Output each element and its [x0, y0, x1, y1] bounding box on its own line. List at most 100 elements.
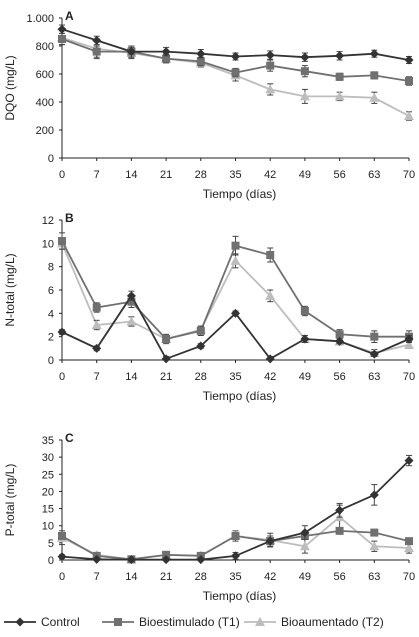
- data-point: [300, 528, 310, 538]
- x-tick-label: 70: [403, 169, 415, 181]
- data-point: [162, 54, 171, 63]
- data-point: [58, 532, 66, 540]
- data-point: [265, 50, 275, 60]
- panel-label: A: [65, 9, 74, 23]
- legend-marker: [255, 617, 265, 626]
- y-tick-label: 1.000: [26, 13, 54, 25]
- x-tick-label: 56: [333, 169, 345, 181]
- x-tick-label: 21: [160, 371, 172, 383]
- x-tick-label: 35: [229, 371, 241, 383]
- data-point: [57, 552, 67, 562]
- legend-item: Control: [4, 615, 80, 629]
- data-point: [369, 490, 379, 500]
- data-point: [404, 334, 414, 344]
- data-point: [300, 334, 310, 344]
- data-point: [92, 343, 102, 353]
- data-point: [57, 24, 67, 34]
- data-point: [335, 336, 345, 346]
- legend: Control Bioestimulado (T1) Bioaumentado (T…: [4, 615, 384, 629]
- y-tick-label: 600: [36, 69, 54, 81]
- panel-label: B: [65, 211, 74, 225]
- x-tick-label: 0: [59, 571, 65, 583]
- y-axis-title: P-total (mg/L): [3, 464, 17, 537]
- data-point: [162, 550, 171, 559]
- data-point: [196, 326, 205, 335]
- y-tick-label: 5: [48, 538, 54, 550]
- data-point: [266, 61, 275, 70]
- x-tick-label: 56: [333, 571, 345, 583]
- legend-label: Control: [41, 615, 80, 629]
- series-bioestimulado-t1: [58, 32, 413, 86]
- x-tick-label: 7: [94, 371, 100, 383]
- data-point: [370, 528, 379, 537]
- chart-panel-b: 0 2 4 6 8 10 12 0 7 14 21 28 35 42 49 56 63 70 B Tiempo (dí…: [3, 211, 415, 403]
- panel-label: C: [65, 431, 74, 445]
- x-tick-label: 35: [229, 571, 241, 583]
- series-control: [57, 290, 414, 364]
- data-point: [126, 291, 136, 301]
- x-axis-title: Tiempo (días): [203, 187, 277, 201]
- x-tick-label: 7: [94, 571, 100, 583]
- x-tick-label: 56: [333, 371, 345, 383]
- data-point: [299, 91, 310, 101]
- x-tick-label: 14: [125, 169, 137, 181]
- legend-marker: [15, 617, 25, 627]
- data-point: [92, 554, 102, 564]
- data-point: [300, 67, 309, 76]
- legend-marker: [114, 618, 122, 626]
- data-point: [161, 354, 171, 364]
- data-point: [335, 72, 344, 81]
- y-axis-title: DQO (mg/L): [3, 55, 17, 120]
- legend-item: Bioaumentado (T2): [244, 615, 384, 629]
- x-tick-label: 70: [403, 371, 415, 383]
- y-tick-label: 6: [48, 285, 54, 297]
- legend-item: Bioestimulado (T1): [102, 615, 240, 629]
- x-tick-label: 21: [160, 571, 172, 583]
- data-point: [127, 297, 136, 306]
- legend-label: Bioaumentado (T2): [281, 615, 384, 629]
- data-point: [405, 77, 413, 85]
- y-tick-label: 12: [42, 215, 54, 227]
- data-point: [369, 49, 379, 59]
- x-tick-label: 49: [299, 371, 311, 383]
- data-point: [196, 555, 206, 565]
- x-tick-label: 28: [195, 169, 207, 181]
- x-tick-label: 28: [195, 371, 207, 383]
- data-point: [162, 335, 171, 343]
- data-point: [335, 505, 345, 515]
- series-control: [57, 24, 414, 65]
- data-point: [369, 92, 380, 102]
- data-point: [231, 308, 240, 318]
- data-point: [126, 555, 136, 565]
- x-tick-label: 70: [403, 571, 415, 583]
- data-point: [231, 52, 240, 61]
- data-point: [91, 320, 102, 329]
- data-point: [231, 68, 240, 77]
- y-tick-label: 2: [48, 332, 54, 344]
- y-tick-label: 35: [42, 435, 54, 447]
- data-point: [58, 35, 66, 43]
- x-tick-label: 42: [264, 169, 276, 181]
- y-axis-title: N-total (mg/L): [3, 253, 17, 326]
- data-point: [265, 290, 276, 300]
- x-tick-label: 63: [368, 571, 380, 583]
- data-point: [231, 532, 240, 540]
- x-tick-label: 28: [195, 571, 207, 583]
- y-tick-label: 15: [42, 504, 54, 516]
- x-tick-label: 35: [229, 169, 241, 181]
- x-tick-label: 0: [59, 371, 65, 383]
- x-tick-label: 49: [299, 169, 311, 181]
- data-point: [300, 52, 310, 62]
- x-tick-label: 14: [125, 371, 137, 383]
- data-point: [369, 349, 379, 359]
- x-tick-label: 14: [125, 571, 137, 583]
- data-point: [57, 327, 67, 337]
- data-point: [335, 51, 345, 61]
- series-control: [57, 454, 414, 565]
- data-point: [126, 47, 136, 57]
- data-point: [265, 536, 275, 546]
- data-point: [404, 339, 414, 349]
- y-tick-label: 30: [42, 452, 54, 464]
- y-tick-label: 0: [48, 355, 54, 367]
- data-point: [404, 55, 414, 65]
